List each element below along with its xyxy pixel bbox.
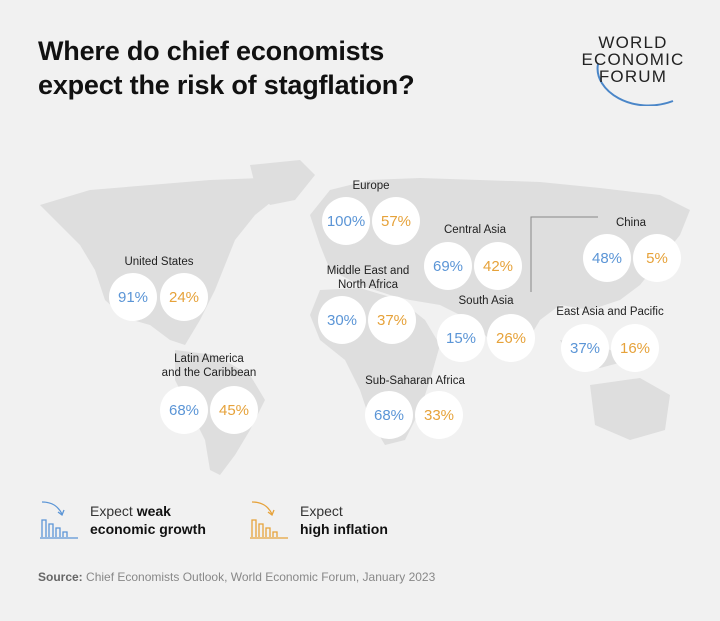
inflation-bubble-latin-america: 45%: [210, 386, 258, 434]
legend-text-bold: economic growth: [90, 521, 206, 537]
region-label-line: Middle East and: [326, 265, 410, 277]
region-label-central-asia: Central Asia: [443, 224, 507, 236]
inflation-bubble-europe: 57%: [372, 197, 420, 245]
weak-growth-bubble-latin-america: 68%: [160, 386, 208, 434]
wef-logo: WORLD ECONOMIC FORUM: [578, 33, 688, 106]
legend-text-bold: weak: [136, 503, 171, 519]
australia-landmass: [590, 378, 670, 440]
inflation-bubble-china: 5%: [633, 234, 681, 282]
logo-line: ECONOMIC: [581, 50, 685, 69]
source-text: Chief Economists Outlook, World Economic…: [82, 570, 436, 584]
north-america-landmass: [40, 178, 280, 345]
legend-text-bold: high inflation: [300, 521, 388, 537]
weak-growth-bubble-europe: 100%: [322, 197, 370, 245]
inflation-bubble-mena: 37%: [368, 296, 416, 344]
title-line-2: expect the risk of stagflation?: [38, 70, 415, 100]
region-label-china: China: [615, 217, 647, 229]
inflation-bubble-east-asia-pacific: 16%: [611, 324, 659, 372]
weak-growth-bubble-east-asia-pacific: 37%: [561, 324, 609, 372]
legend-high-inflation: Expect high inflation: [248, 500, 388, 540]
region-label-united-states: United States: [124, 256, 194, 268]
weak-growth-bubble-south-asia: 15%: [437, 314, 485, 362]
weak-growth-bubble-mena: 30%: [318, 296, 366, 344]
greenland-landmass: [250, 160, 315, 205]
logo-line: FORUM: [598, 67, 668, 86]
inflation-bubble-united-states: 24%: [160, 273, 208, 321]
weak-growth-bubble-china: 48%: [583, 234, 631, 282]
region-label-east-asia-pacific: East Asia and Pacific: [556, 306, 664, 318]
legend-text: Expect: [90, 503, 137, 519]
inflation-bubble-south-asia: 26%: [487, 314, 535, 362]
logo-line: WORLD: [598, 33, 668, 52]
logo-arc-icon: [596, 63, 674, 106]
title-line-1: Where do chief economists: [38, 36, 385, 66]
page-title: Where do chief economists expect the ris…: [38, 34, 415, 102]
source-note: Source: Chief Economists Outlook, World …: [38, 570, 435, 584]
weak-growth-bubble-united-states: 91%: [109, 273, 157, 321]
legend-text: Expect: [300, 503, 343, 519]
region-label-south-asia: South Asia: [458, 295, 514, 307]
source-label: Source:: [38, 570, 83, 584]
weak-growth-bubble-central-asia: 69%: [424, 242, 472, 290]
declining-bar-chart-icon: [40, 501, 78, 539]
inflation-bubble-central-asia: 42%: [474, 242, 522, 290]
china-leader-line: [530, 216, 598, 292]
region-label-latin-america: Latin America and the Caribbean: [162, 352, 257, 380]
region-label-line: Latin America: [174, 353, 244, 365]
declining-bar-chart-icon: [250, 501, 288, 539]
region-label-mena: Middle East and North Africa: [327, 264, 409, 292]
inflation-bubble-sub-saharan-africa: 33%: [415, 391, 463, 439]
region-label-line: and the Caribbean: [161, 367, 257, 379]
region-label-line: North Africa: [337, 279, 399, 291]
weak-growth-bubble-sub-saharan-africa: 68%: [365, 391, 413, 439]
region-label-sub-saharan-africa: Sub-Saharan Africa: [365, 375, 465, 387]
region-label-europe: Europe: [352, 180, 390, 192]
legend-weak-growth: Expect weak economic growth: [38, 500, 206, 540]
